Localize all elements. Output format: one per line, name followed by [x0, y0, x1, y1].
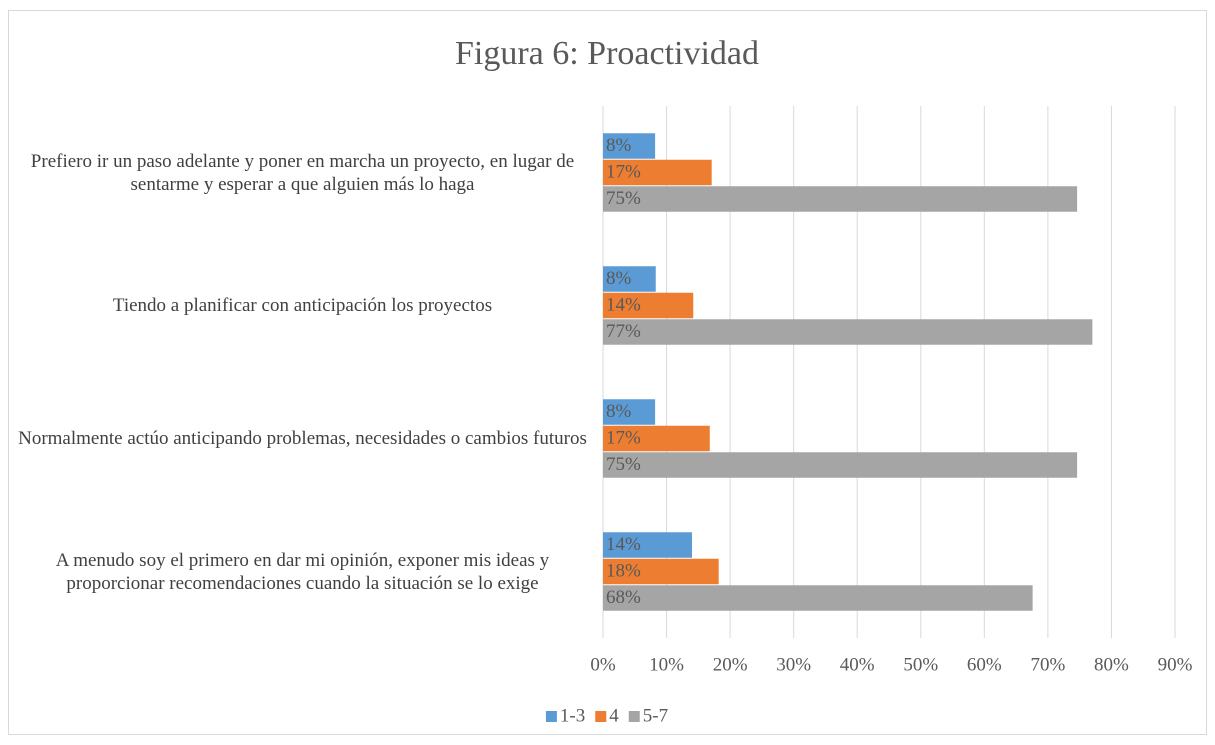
data-label: 14%	[606, 294, 641, 315]
x-tick-label: 60%	[967, 654, 1002, 675]
y-tick-label: Tiendo a planificar con anticipación los…	[112, 295, 493, 316]
x-tick-label: 80%	[1094, 654, 1129, 675]
legend-swatch	[595, 711, 607, 722]
legend-label: 4	[609, 705, 619, 726]
x-tick-label: 20%	[713, 654, 748, 675]
x-tick-label: 90%	[1158, 654, 1193, 675]
bar	[603, 266, 656, 292]
x-tick-label: 70%	[1030, 654, 1065, 675]
bar	[603, 425, 710, 452]
category-label-box: A menudo soy el primero en dar mi opinió…	[55, 549, 550, 594]
legend-label: 1-3	[560, 705, 585, 726]
y-tick-label: Prefiero ir un paso adelante y poner en …	[30, 150, 575, 195]
legend-label: 5-7	[643, 705, 668, 726]
bar	[603, 585, 1033, 611]
x-tick-label: 10%	[649, 654, 684, 675]
x-tick-label: 30%	[776, 654, 811, 675]
legend-swatch	[545, 711, 557, 722]
bar	[603, 186, 1078, 212]
bar	[603, 159, 712, 186]
chart-title: Figura 6: Proactividad	[455, 35, 759, 72]
chart-border	[8, 10, 1207, 735]
data-label: 8%	[606, 135, 632, 156]
x-tick-label: 0%	[590, 654, 616, 675]
y-tick-label: Normalmente actúo anticipando problemas,…	[18, 428, 587, 449]
bar	[603, 452, 1078, 478]
bar	[603, 319, 1093, 345]
bar	[603, 558, 719, 585]
data-label: 14%	[606, 534, 641, 555]
category-label-box: Normalmente actúo anticipando problemas,…	[18, 428, 587, 449]
category-label-box: Tiendo a planificar con anticipación los…	[112, 295, 493, 316]
data-label: 75%	[606, 188, 641, 209]
bar	[603, 532, 692, 558]
data-label: 18%	[606, 560, 641, 581]
bar	[603, 292, 694, 319]
data-label: 8%	[606, 401, 632, 422]
data-label: 75%	[606, 454, 641, 475]
x-tick-label: 50%	[903, 654, 938, 675]
x-tick-label: 40%	[840, 654, 875, 675]
bar	[603, 133, 656, 159]
data-label: 68%	[606, 587, 641, 608]
legend: 1-3 4 5-7	[545, 705, 668, 726]
category-label-box: Prefiero ir un paso adelante y poner en …	[30, 150, 575, 195]
bar	[603, 399, 656, 425]
data-label: 17%	[606, 427, 641, 448]
data-label: 77%	[606, 321, 641, 342]
data-label: 17%	[606, 161, 641, 182]
y-tick-label: A menudo soy el primero en dar mi opinió…	[55, 549, 550, 594]
legend-swatch	[628, 711, 640, 722]
data-label: 8%	[606, 268, 632, 289]
